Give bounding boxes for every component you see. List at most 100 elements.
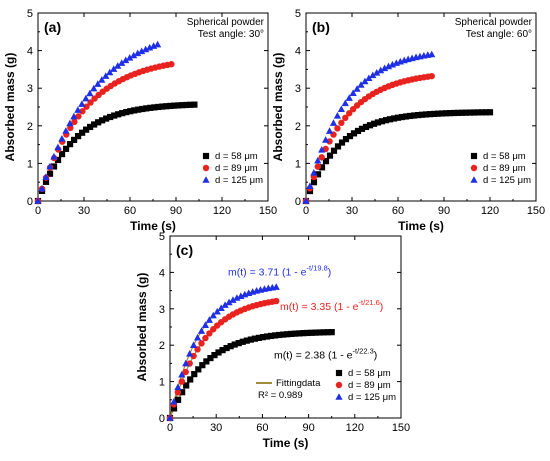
data-point [163,103,170,110]
x-tick-label: 0 [35,205,41,217]
data-point [178,378,186,385]
data-point [394,114,402,121]
data-point [442,110,450,117]
data-point [304,329,311,337]
data-point [106,68,114,76]
data-point [263,333,271,340]
data-point [167,102,174,110]
data-point [168,61,175,68]
data-point [46,170,54,177]
data-point [71,118,78,126]
legend-label: d = 58 μm [348,368,391,379]
data-point [337,105,345,113]
data-point [198,340,205,347]
y-tick-label: 5 [159,231,165,243]
data-point [373,68,381,76]
data-point [325,127,334,134]
data-point [90,84,98,92]
data-point [306,182,314,189]
data-point [329,119,338,126]
data-point [474,109,482,116]
data-point [155,103,162,111]
y-tick-label: 5 [27,8,33,20]
data-point [314,163,321,170]
legend-marker [335,381,343,389]
data-point [235,339,242,347]
y-tick-label: 0 [159,413,165,425]
data-point [349,89,357,97]
data-point [70,136,78,144]
series-triangle [34,40,162,204]
data-point [365,74,373,82]
y-axis-label: Absorbed mass (g) [271,53,285,162]
legend-label: d = 89 μm [483,163,526,174]
x-tick-label: 30 [78,205,90,217]
series-square [302,109,494,205]
data-point [182,368,189,376]
chart-panel: 0 30 60 90 120 150 0 1 2 3 4 5 Time (s) Absorbed mass… [135,231,410,450]
y-tick-label: 0 [295,196,301,208]
equation-close: ) [380,301,384,313]
data-point [310,179,318,186]
data-point [229,296,237,303]
data-point [83,126,90,133]
data-point [87,123,94,131]
x-tick-label: 150 [527,205,545,217]
x-tick-label: 90 [170,205,182,217]
data-point [318,154,325,161]
data-point [361,77,369,85]
y-tick-label: 4 [27,46,33,58]
legend-marker [335,369,343,377]
y-tick-label: 2 [295,121,301,133]
data-point [91,121,98,128]
data-point [139,105,146,113]
x-tick-label: 0 [303,205,309,217]
data-point [103,115,110,122]
data-point [110,65,118,72]
data-point [142,45,150,53]
data-point [446,110,454,117]
chart-panel: 0 30 60 90 120 150 0 1 2 3 4 5 Time (s) Absorbed mass… [3,8,277,233]
series-triangle [166,283,280,421]
data-point [470,109,478,116]
y-tick-label: 4 [159,267,165,279]
legend-marker [202,152,210,160]
x-axis-label: Time (s) [130,219,176,233]
y-tick-label: 3 [295,83,301,95]
data-point [402,113,410,120]
data-point [123,109,130,116]
equation-close: ) [328,266,332,278]
x-tick-label: 30 [210,422,222,434]
data-point [186,349,194,357]
y-tick-label: 5 [295,8,301,20]
data-point [320,329,327,336]
data-point [384,62,393,70]
y-tick-label: 3 [159,304,165,316]
legend-marker [470,152,478,160]
data-point [78,100,86,107]
panel-annotation: Test angle: 30° [198,29,264,40]
series-triangle [302,50,436,204]
data-point [206,330,213,337]
data-point [338,139,346,146]
data-point [466,109,474,116]
data-point [191,371,198,378]
legend-label: d = 125 μm [348,392,396,403]
data-point [217,304,225,311]
data-point [322,136,330,143]
data-point [178,370,186,378]
panel-label: (a) [44,19,61,35]
data-point [380,64,389,72]
data-point [276,331,283,339]
data-point [369,71,377,79]
data-point [174,389,182,396]
data-point [58,135,66,142]
data-point [66,119,74,127]
data-point [333,111,342,119]
data-point [170,405,178,412]
data-point [312,329,319,336]
data-point [115,111,122,118]
legend-marker [470,164,478,172]
data-point [94,80,102,87]
